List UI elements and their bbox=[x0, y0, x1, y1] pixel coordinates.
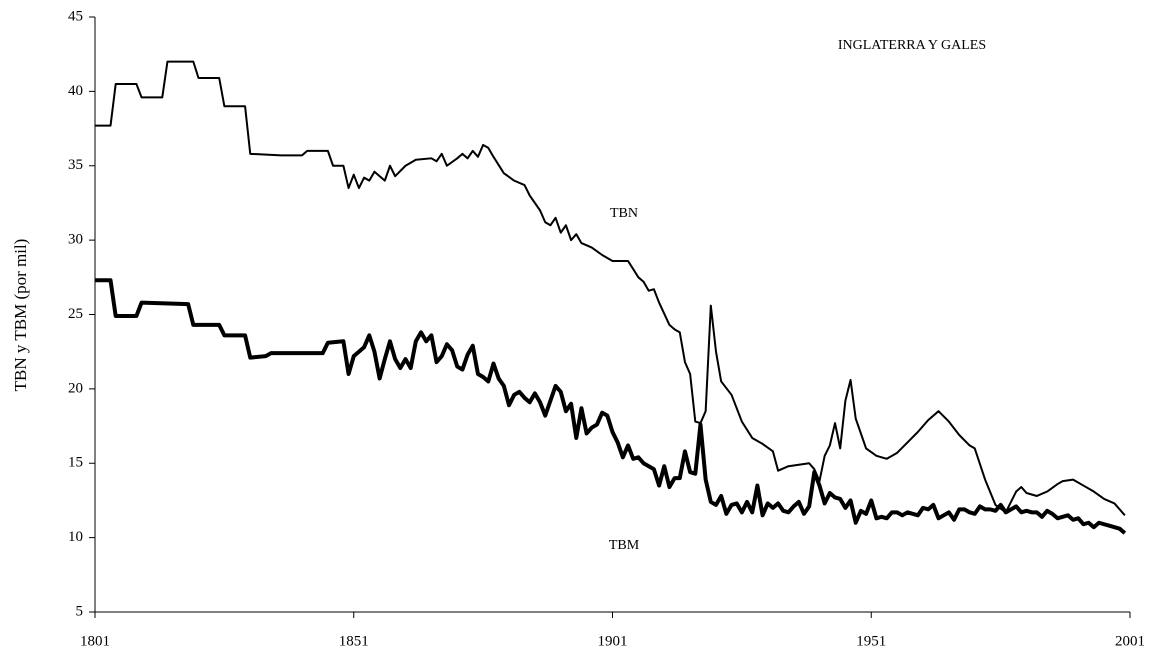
y-tick-label: 30 bbox=[68, 232, 83, 248]
annotation: TBN bbox=[610, 206, 638, 221]
y-tick-label: 45 bbox=[68, 8, 83, 24]
annotation: INGLATERRA Y GALES bbox=[838, 38, 986, 53]
x-tick-label: 2001 bbox=[1115, 633, 1145, 649]
y-tick-label: 10 bbox=[68, 529, 83, 545]
x-tick-label: 1901 bbox=[598, 633, 628, 649]
annotation: TBM bbox=[609, 538, 640, 553]
x-tick-label: 1951 bbox=[856, 633, 886, 649]
y-tick-label: 25 bbox=[68, 306, 83, 322]
y-tick-label: 20 bbox=[68, 380, 83, 396]
y-axis-label: TBN y TBM (por mil) bbox=[11, 239, 30, 392]
y-tick-label: 35 bbox=[68, 157, 83, 173]
x-tick-label: 1851 bbox=[339, 633, 369, 649]
y-tick-label: 15 bbox=[68, 455, 83, 471]
x-tick-label: 1801 bbox=[80, 633, 110, 649]
y-tick-label: 5 bbox=[76, 603, 84, 619]
y-tick-label: 40 bbox=[68, 83, 83, 99]
line-0 bbox=[95, 60, 1126, 516]
line-1 bbox=[95, 278, 1127, 535]
